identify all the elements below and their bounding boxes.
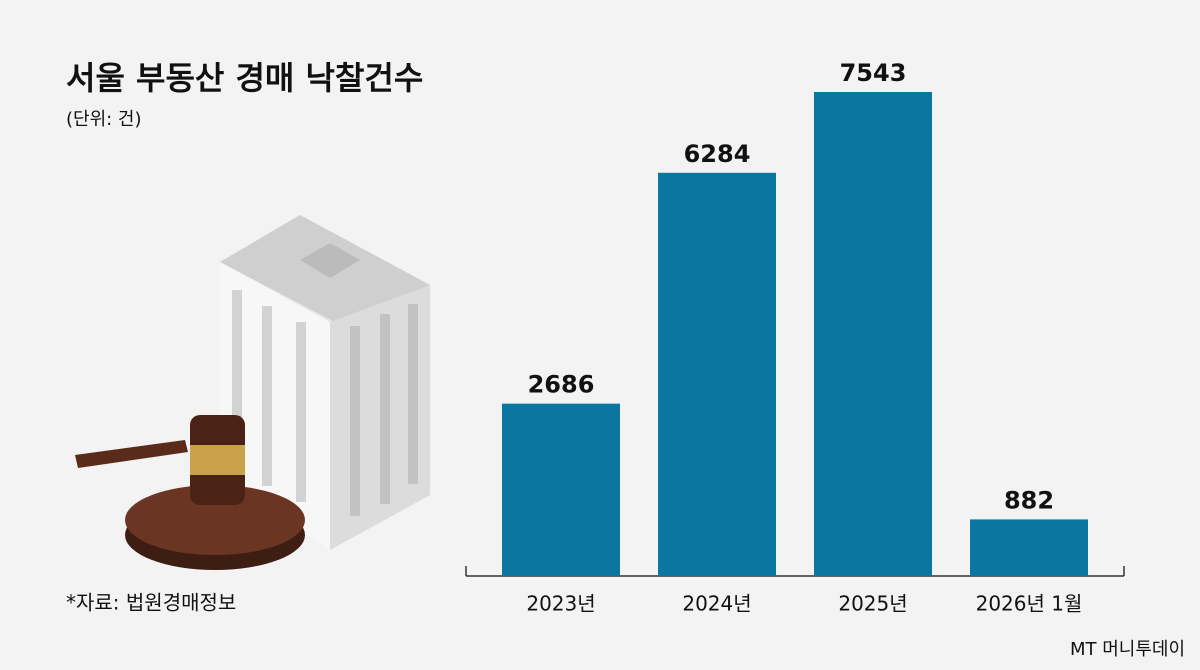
bar [814,92,932,576]
gavel-illustration [75,415,305,570]
chart-title: 서울 부동산 경매 낙찰건수 [66,59,423,97]
bar [502,403,620,576]
chart-subtitle: (단위: 건) [66,109,142,130]
value-label: 6284 [684,140,751,168]
value-label: 2686 [528,371,595,399]
bar [970,519,1088,576]
source-note: *자료: 법원경매정보 [66,591,236,615]
x-tick-label: 2025년 [838,592,907,616]
value-label: 7543 [840,59,907,87]
value-label: 882 [1004,486,1054,514]
x-tick-label: 2026년 1월 [976,592,1083,616]
building-illustration [220,215,430,550]
x-tick-label: 2024년 [682,592,751,616]
x-tick-label: 2023년 [526,592,595,616]
watermark: MT 머니투데이 [1070,639,1185,660]
bar [658,172,776,576]
